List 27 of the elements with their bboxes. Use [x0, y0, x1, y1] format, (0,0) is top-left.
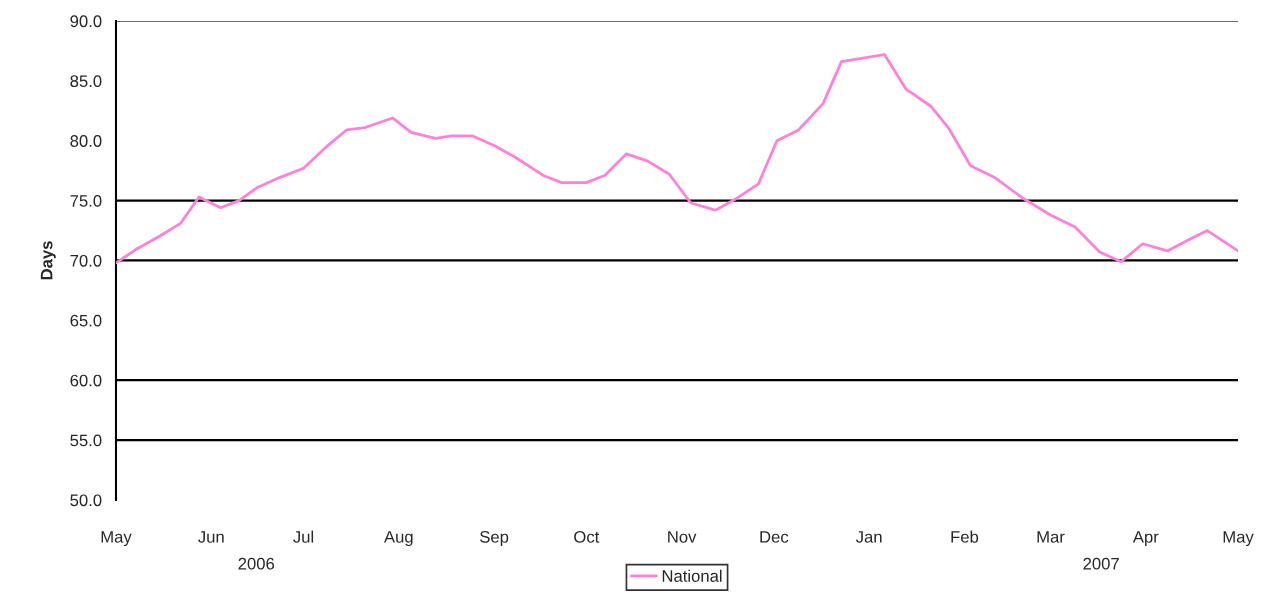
x-tick-label: Nov [668, 531, 697, 543]
text: 2006 [238, 557, 275, 570]
x-tick-label: Dec [760, 531, 789, 543]
x-tick-label: Jan [855, 531, 882, 543]
legend-label: National [662, 569, 722, 582]
x-tick-label: Jul [293, 530, 314, 543]
text: 2007 [1083, 557, 1119, 570]
y-tick-label: 65.0 [70, 314, 102, 327]
x-tick-label: Aug [384, 531, 413, 547]
x-tick-label: Oct [574, 530, 600, 543]
x-tick-label: Feb [951, 530, 979, 543]
y-tick-label: 85.0 [70, 75, 102, 88]
y-tick-label: 50.0 [70, 494, 102, 507]
y-axis-title: Days [40, 241, 56, 280]
y-tick-label: 70.0 [70, 254, 102, 267]
y-tick-label: 55.0 [70, 434, 102, 447]
x-tick-label: Jun [198, 531, 224, 543]
x-tick-label: Mar [1037, 531, 1065, 543]
x-tick-label: May [1223, 531, 1254, 547]
y-tick-label: 90.0 [70, 15, 102, 28]
x-tick-label: Apr [1132, 531, 1159, 547]
x-tick-label: May [101, 531, 132, 547]
x-tick-label: Sep [480, 530, 509, 547]
line-series [115, 53, 1239, 265]
y-tick-label: 80.0 [70, 135, 102, 147]
y-tick-label: 60.0 [70, 374, 102, 387]
y-tick-label: 75.0 [70, 195, 102, 207]
